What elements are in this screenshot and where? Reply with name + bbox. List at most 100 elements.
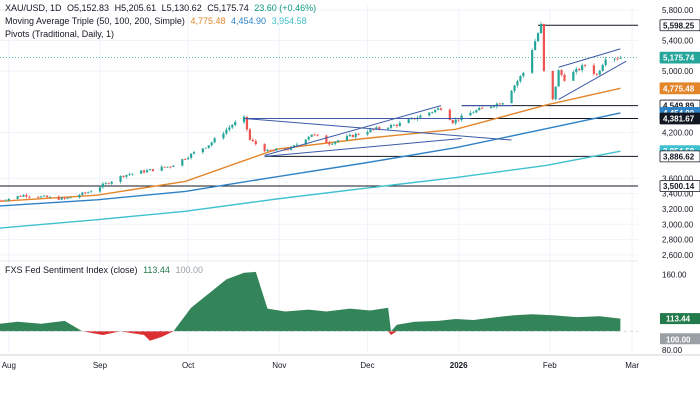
time-tick-label: 2026 — [450, 361, 468, 370]
pattern-trendline — [243, 117, 512, 141]
candle-body — [434, 109, 437, 113]
time-tick-label: Feb — [543, 361, 557, 370]
candle-body — [104, 182, 107, 184]
sentiment-positive-area — [0, 271, 621, 332]
candle-body — [448, 109, 451, 121]
candle-body — [107, 182, 110, 184]
candle-body — [348, 134, 351, 137]
candle-body — [378, 127, 381, 129]
candle-body — [213, 138, 216, 143]
candle-body — [40, 196, 43, 198]
candle-body — [225, 129, 228, 134]
candle-body — [389, 124, 393, 128]
candle-body — [510, 90, 513, 104]
candle-body — [578, 68, 581, 71]
candle-body — [386, 127, 390, 129]
candle-body — [478, 107, 481, 111]
sentiment-value-box — [660, 313, 700, 325]
candle-body — [531, 50, 534, 73]
open-value: O5,152.83 — [67, 3, 110, 13]
candle-body — [160, 166, 163, 171]
ma-200-line — [0, 150, 621, 229]
candle-body — [563, 74, 566, 81]
price-tick-label: 5,800.00 — [662, 6, 694, 15]
sentiment-title[interactable]: FXS Fed Sentiment Index (close) — [5, 265, 138, 275]
candle-body — [289, 147, 293, 150]
candle-body — [151, 169, 154, 171]
ma50-value: 4,775.48 — [190, 16, 226, 26]
candle-body — [604, 59, 607, 65]
pattern-lines — [243, 48, 627, 157]
candle-body — [472, 112, 475, 114]
candle-body — [4, 200, 7, 202]
price-label-text: 4,775.48 — [663, 84, 695, 93]
close-value: C5,175.74 — [207, 3, 249, 13]
change-value: 23.60 (+0.46%) — [254, 3, 317, 13]
candle-body — [148, 169, 152, 171]
symbol-title[interactable]: XAU/USD, 1D — [5, 3, 62, 13]
candle-body — [192, 152, 196, 154]
price-label-text: 4,549.89 — [663, 102, 695, 111]
ma-100-line — [0, 112, 621, 207]
price-label-text: 5,175.74 — [663, 54, 695, 63]
candle-body — [495, 103, 498, 107]
price-tick-label: 3,200.00 — [662, 205, 694, 214]
candle-body — [398, 123, 401, 126]
pattern-trendline — [264, 138, 462, 157]
candle-body — [190, 153, 193, 158]
candle-body — [428, 112, 431, 116]
price-tick-label: 5,400.00 — [662, 36, 694, 45]
candle-body — [351, 134, 354, 138]
candle-body — [372, 129, 375, 130]
candle-body — [245, 116, 249, 130]
sentiment-tick-label: 160.00 — [662, 271, 687, 280]
candle-body — [539, 23, 543, 34]
candle-body — [460, 115, 463, 121]
candle-body — [287, 149, 290, 151]
time-tick-label: Dec — [360, 361, 374, 370]
axes: 5,800.00 5,400.00 5,000.00 4,200.00 3,600.00… — [2, 6, 694, 370]
ma200-value: 3,954.58 — [271, 16, 307, 26]
candle-body — [81, 192, 84, 195]
candle-body — [522, 72, 525, 77]
price-tick-label: 5,000.00 — [662, 67, 694, 76]
candle-body — [57, 196, 60, 200]
candle-body — [392, 124, 396, 126]
candle-body — [345, 136, 349, 141]
sentiment-value-text: 113.44 — [666, 315, 691, 324]
candle-body — [489, 106, 493, 109]
candle-body — [84, 192, 87, 194]
pivots-label[interactable]: Pivots (Traditional, Daily, 1) — [5, 29, 115, 39]
price-label-box — [659, 150, 700, 163]
candle-body — [248, 129, 252, 140]
price-label-text: 3,886.62 — [663, 152, 695, 161]
candle-body — [295, 144, 299, 146]
ma-legend: Moving Average Triple (50, 100, 200, Sim… — [5, 16, 310, 27]
candle-body — [60, 197, 63, 200]
sentiment-legend: FXS Fed Sentiment Index (close) 113.44 1… — [5, 265, 206, 276]
ma-legend-label[interactable]: Moving Average Triple (50, 100, 200, Sim… — [5, 16, 185, 26]
candle-body — [619, 58, 622, 59]
pattern-trendline — [264, 105, 442, 156]
candle-body — [266, 149, 269, 152]
candle-body — [457, 119, 460, 121]
candle-body — [163, 166, 166, 168]
candle-body — [45, 195, 49, 198]
candle-body — [516, 81, 519, 86]
candle-body — [172, 165, 175, 167]
candle-body — [43, 195, 46, 197]
price-tick-label: 3,600.00 — [662, 174, 694, 183]
candle-body — [431, 112, 434, 113]
candle-body — [581, 65, 584, 71]
time-tick-label: Mar — [625, 361, 639, 370]
candle-body — [513, 85, 516, 91]
sentiment-baseline-text: 100.00 — [666, 335, 691, 344]
candle-body — [98, 187, 102, 192]
price-label-text: 3,500.14 — [663, 182, 695, 191]
symbol-header: XAU/USD, 1D O5,152.83 H5,205.61 L5,130.6… — [5, 3, 319, 14]
candle-body — [0, 200, 2, 202]
pattern-trendline — [558, 60, 627, 100]
time-tick-label: Sep — [93, 361, 108, 370]
candle-body — [201, 148, 204, 153]
candle-body — [501, 103, 504, 105]
